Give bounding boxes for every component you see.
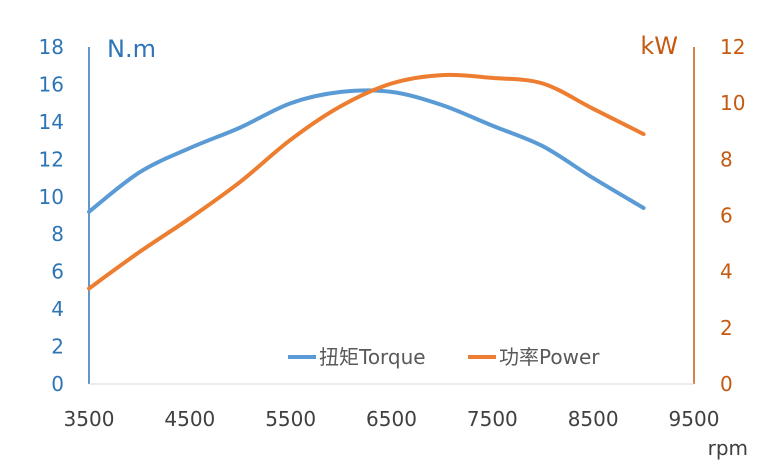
legend-label-torque: 扭矩Torque: [319, 345, 426, 369]
y-right-tick-label: 12: [720, 35, 745, 59]
axes-layer: 0 2 4 6 8 10 12 14 16 18 0 2 4 6 8 10 12 3500 4500 5500 6500…: [39, 35, 746, 431]
y-right-tick-label: 8: [720, 147, 733, 171]
y-left-tick-label: 0: [51, 372, 64, 396]
legend-label-power: 功率Power: [499, 345, 600, 369]
series-line-torque: [87, 88, 646, 214]
y-right-tick-label: 10: [720, 91, 745, 115]
y-left-tick-label: 6: [51, 260, 64, 284]
x-tick-label: 8500: [568, 407, 619, 431]
y-left-tick-label: 8: [51, 222, 64, 246]
y-right-tick-label: 6: [720, 204, 733, 228]
x-axis-unit: rpm: [708, 436, 748, 460]
y-left-tick-label: 4: [51, 297, 64, 321]
y-axis-right-unit: kW: [640, 32, 678, 60]
series-layer: [87, 72, 646, 291]
x-tick-label: 6500: [366, 407, 417, 431]
y-right-tick-label: 0: [720, 372, 733, 396]
y-left-tick-label: 12: [39, 147, 64, 171]
y-left-tick-label: 16: [39, 72, 64, 96]
legend: 扭矩Torque 功率Power: [288, 345, 600, 369]
x-tick-label: 3500: [64, 407, 115, 431]
y-right-tick-label: 2: [720, 316, 733, 340]
y-left-tick-label: 10: [39, 185, 64, 209]
y-left-tick-label: 14: [39, 110, 64, 134]
y-axis-left-unit: N.m: [107, 35, 156, 63]
x-tick-label: 7500: [467, 407, 518, 431]
y-left-tick-label: 2: [51, 335, 64, 359]
y-right-tick-label: 4: [720, 260, 733, 284]
series-line-power: [87, 72, 646, 291]
x-tick-label: 4500: [164, 407, 215, 431]
x-tick-label: 9500: [669, 407, 720, 431]
y-left-tick-label: 18: [39, 35, 64, 59]
x-tick-label: 5500: [265, 407, 316, 431]
labels-layer: N.m kW rpm: [107, 32, 748, 460]
